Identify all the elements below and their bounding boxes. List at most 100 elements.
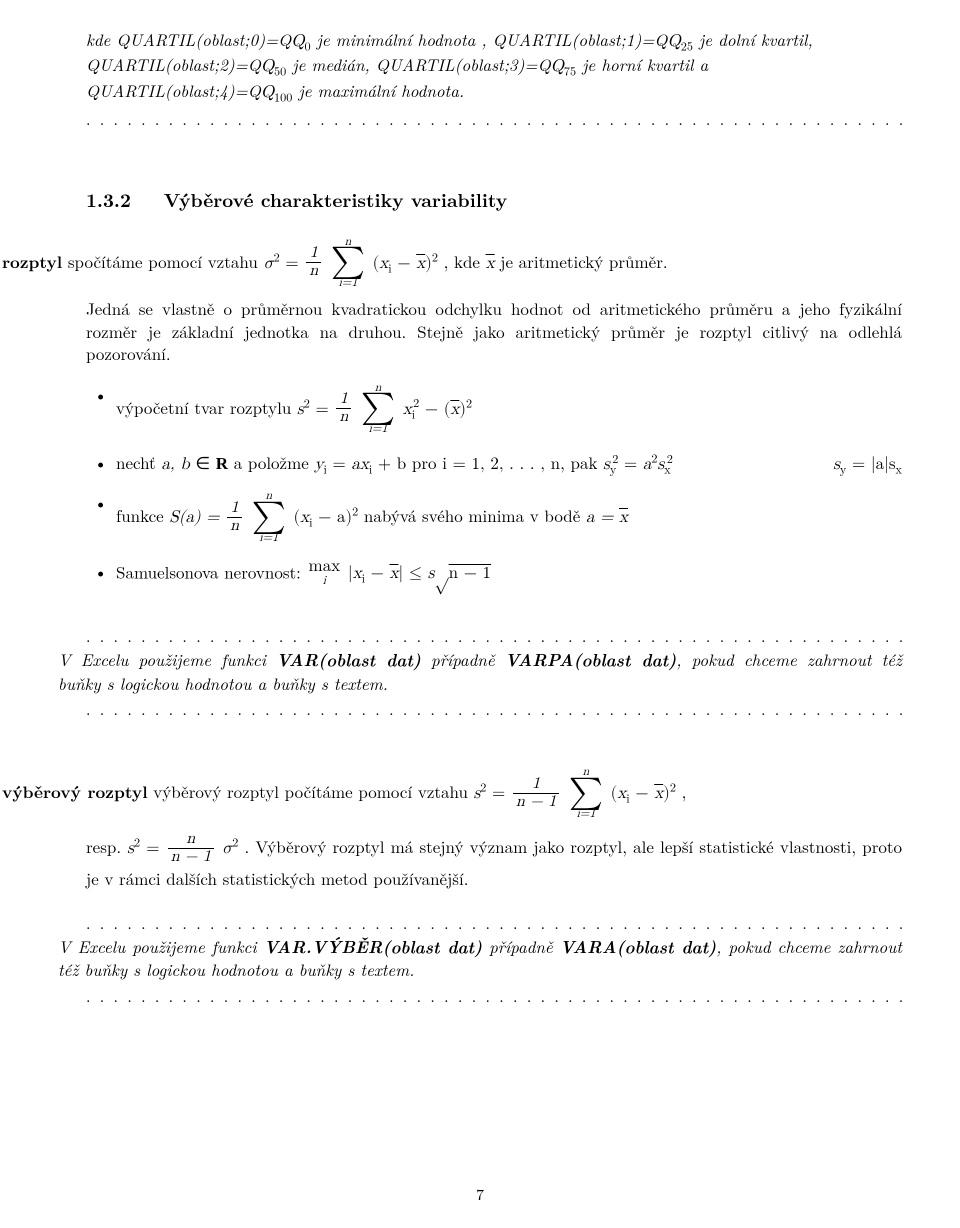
abs-close-leq: | ≤ — [398, 565, 427, 582]
sum: n∑i=1 — [331, 236, 365, 291]
sqrt: √ — [434, 565, 448, 582]
text: pro — [406, 450, 442, 474]
set-R: R — [216, 454, 228, 473]
sum-lower: i=1 — [252, 532, 286, 545]
dotted-rule: . . . . . . . . . . . . . . . . . . . . … — [86, 698, 902, 719]
text: je horní kvartil a — [576, 52, 708, 76]
text: je dolní kvartil, — [693, 27, 813, 51]
text: QUARTIL(oblast;4)=Q — [86, 78, 261, 102]
rozptyl-paragraph: Jedná se vlastně o průměrnou kvadraticko… — [86, 297, 902, 364]
plus-b: + b — [372, 456, 406, 473]
minus: − — [365, 565, 390, 582]
max-label: max — [309, 558, 341, 575]
vyberovy-rozptyl-para: resp. s2 = nn − 1 σ2 . Výběrový rozptyl … — [86, 832, 902, 889]
var-x: x — [379, 255, 388, 272]
sup: 2 — [232, 838, 238, 850]
list-item: výpočetní tvar rozptylu s2 = 1n n∑i=1 xi… — [116, 383, 902, 438]
sub: x — [896, 465, 902, 477]
vyberovy-rozptyl-definition: výběrový rozptyl výběrový rozptyl počítá… — [2, 767, 902, 822]
text: případně — [421, 647, 505, 671]
rozptyl-definition: rozptyl spočítáme pomocí vztahu σ2 = 1n … — [2, 237, 902, 292]
fraction: 1n — [227, 500, 242, 535]
var-x: x — [617, 785, 626, 802]
max-index: i — [309, 575, 341, 588]
text: nabývá svého minima v bodě — [364, 503, 586, 527]
minus-paren: − ( — [419, 401, 450, 418]
denom: n — [336, 408, 351, 426]
denom: n − 1 — [513, 793, 559, 811]
xbar: x — [486, 255, 495, 272]
excel-fn: VAR.VÝBĚR(oblast dat) — [264, 935, 483, 959]
numer: 1 — [336, 391, 351, 408]
sum-lower: i=1 — [569, 808, 603, 821]
dotted-rule: . . . . . . . . . . . . . . . . . . . . … — [86, 108, 902, 129]
text: V Excelu použijeme funkci — [58, 934, 264, 958]
numer: n — [168, 831, 214, 848]
xbar: x — [619, 509, 628, 526]
text: případně — [482, 934, 560, 958]
numer: 1 — [513, 776, 559, 793]
list-item: nechť a, b ∈ R a položme yi = axi + b pr… — [116, 451, 902, 476]
Sa: S(a) = — [169, 509, 225, 526]
text: je maximální hodnota. — [292, 78, 464, 102]
subscript: 75 — [564, 67, 576, 79]
eq: = — [486, 785, 511, 802]
sigma: σ — [222, 840, 232, 857]
var-x: x — [403, 401, 412, 418]
sum-lower: i=1 — [361, 423, 395, 436]
sum: n∑i=1 — [252, 490, 286, 545]
fraction: 1n — [336, 391, 351, 426]
dotted-rule: . . . . . . . . . . . . . . . . . . . . … — [86, 912, 902, 933]
sup: 2 — [670, 783, 676, 795]
page: kde QUARTIL(oblast;0)=QQ0 je minimální h… — [0, 0, 960, 1228]
text: výběrový rozptyl počítáme pomocí vztahu — [148, 779, 474, 803]
var-x: x — [300, 509, 309, 526]
denom: n — [227, 517, 242, 535]
var-x: x — [353, 565, 362, 582]
sum-lower: i=1 — [331, 277, 365, 290]
text: resp. — [86, 834, 127, 858]
excel-fn: VARPA(oblast dat) — [505, 648, 676, 672]
sigma: σ — [263, 255, 273, 272]
text: je minimální hodnota , QUARTIL(oblast;1)… — [311, 27, 668, 51]
fraction: 1n — [306, 245, 321, 280]
eq-abs: = |a|s — [846, 456, 895, 473]
minus: − — [630, 785, 655, 802]
properties-list: výpočetní tvar rozptylu s2 = 1n n∑i=1 xi… — [58, 383, 902, 590]
quartil-paragraph: kde QUARTIL(oblast;0)=QQ0 je minimální h… — [86, 28, 902, 104]
sqrt-arg: n − 1 — [449, 565, 491, 582]
text: funkce — [116, 503, 169, 527]
eq: = — [140, 840, 166, 857]
var-s: s — [833, 456, 840, 473]
i-range: i = 1, 2, . . . , n — [442, 456, 560, 473]
text: V Excelu použijeme funkci — [58, 647, 276, 671]
excel-fn: VARA(oblast dat) — [560, 935, 716, 959]
list-item: Samuelsonova nerovnost: maxi |xi − x| ≤ … — [116, 560, 902, 590]
subscript: 100 — [274, 92, 292, 104]
eq: = — [327, 456, 352, 473]
text: je medián, QUARTIL(oblast;3)=Q — [286, 52, 550, 76]
excel-note-var: V Excelu použijeme funkci VAR(oblast dat… — [58, 648, 902, 694]
xbar: x — [416, 255, 425, 272]
list-item: funkce S(a) = 1n n∑i=1 (xi − a)2 nabývá … — [116, 491, 902, 546]
denom: n − 1 — [168, 848, 214, 866]
a-eq: a = — [586, 509, 619, 526]
minus: − — [392, 255, 417, 272]
sum: n∑i=1 — [361, 382, 395, 437]
sup: 2 — [432, 252, 438, 264]
eq: = — [310, 401, 335, 418]
section-heading: 1.3.2 Výběrové charakteristiky variabili… — [86, 187, 902, 212]
vars-ab: a, b — [161, 456, 189, 473]
denom: n — [306, 262, 321, 280]
dotted-rule: . . . . . . . . . . . . . . . . . . . . … — [86, 625, 902, 646]
sub: x — [664, 465, 670, 477]
text: nechť — [116, 450, 161, 474]
paren-close: ) — [459, 401, 466, 418]
paren-close: ) — [663, 785, 670, 802]
sub-i: i — [412, 409, 415, 421]
minus-a-paren: − a) — [313, 509, 353, 526]
var-s: s — [297, 401, 304, 418]
text: Samuelsonova nerovnost: — [116, 559, 307, 583]
sub: y — [610, 465, 616, 477]
var-s: s — [127, 840, 134, 857]
